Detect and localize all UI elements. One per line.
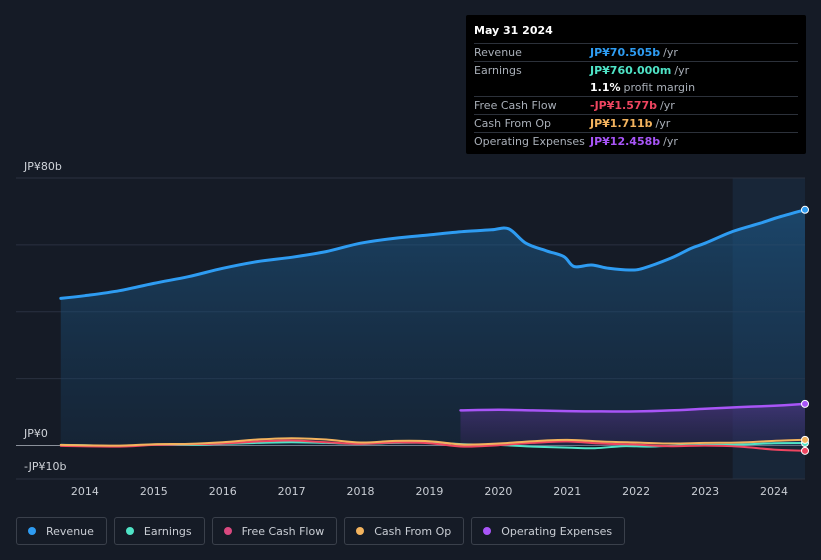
x-tick-label: 2017 (278, 485, 306, 498)
free-cash-flow-end-marker (801, 446, 809, 455)
x-tick-label: 2014 (71, 485, 99, 498)
y-label-zero: JP¥0 (23, 427, 48, 440)
tooltip-unit: /yr (674, 64, 690, 77)
tooltip-unit: /yr (660, 99, 675, 112)
x-tick-label: 2022 (622, 485, 650, 498)
tooltip-value: JP¥70.505b (590, 46, 661, 59)
tooltip-label: Cash From Op (474, 117, 552, 130)
tooltip-row-profit-margin: 1.1% profit margin (474, 79, 798, 96)
legend-dot-icon (483, 527, 492, 535)
revenue-line (59, 208, 807, 300)
tooltip-row-earnings: Earnings JP¥760.000m /yr (474, 61, 798, 79)
legend-item-cash-from-op[interactable]: Cash From Op (344, 517, 465, 545)
legend-label: Free Cash Flow (241, 524, 325, 538)
x-tick-label: 2024 (760, 485, 788, 498)
series-lines (59, 208, 807, 452)
tooltip-value: -JP¥1.577b (590, 99, 658, 112)
legend-dot-icon (223, 527, 232, 535)
legend: Revenue Earnings Free Cash Flow Cash Fro… (16, 517, 632, 547)
tooltip-label: Revenue (474, 46, 522, 59)
y-label-top: JP¥80b (23, 160, 62, 173)
tooltip-unit: /yr (663, 135, 678, 148)
tooltip-value: 1.1% (590, 81, 621, 94)
tooltip-unit: /yr (655, 117, 671, 130)
legend-dot-icon (356, 527, 365, 535)
x-tick-label: 2018 (347, 485, 375, 498)
legend-label: Cash From Op (374, 524, 452, 538)
series-end-markers (801, 205, 809, 455)
x-tick-label: 2019 (415, 485, 443, 498)
tooltip-unit: /yr (663, 46, 678, 59)
cash-from-op-end-marker (801, 435, 809, 444)
tooltip-label: Operating Expenses (474, 135, 585, 148)
series-areas (60, 209, 806, 446)
y-axis: JP¥80b JP¥0 -JP¥10b (23, 160, 66, 473)
x-tick-label: 2020 (484, 485, 512, 498)
tooltip-row-operating-expenses: Operating Expenses JP¥12.458b /yr (474, 132, 798, 150)
tooltip-label: Earnings (474, 64, 522, 77)
legend-label: Revenue (46, 524, 94, 538)
tooltip: May 31 2024 Revenue JP¥70.505b /yr Earni… (466, 15, 806, 154)
x-tick-label: 2021 (553, 485, 581, 498)
y-label-bottom: -JP¥10b (24, 460, 66, 473)
x-tick-label: 2016 (209, 485, 237, 498)
legend-label: Operating Expenses (501, 524, 613, 538)
legend-dot-icon (28, 527, 36, 535)
operating-expenses-end-marker (801, 399, 809, 408)
tooltip-date: May 31 2024 (474, 24, 553, 37)
tooltip-value: JP¥1.711b (590, 117, 653, 130)
revenue-area (60, 209, 806, 446)
legend-item-free-cash-flow[interactable]: Free Cash Flow (211, 517, 338, 545)
operating-expenses-line (459, 402, 807, 413)
tooltip-row-cash-from-op: Cash From Op JP¥1.711b /yr (474, 114, 798, 132)
legend-dot-icon (125, 527, 134, 535)
tooltip-value: JP¥760.000m (590, 64, 672, 77)
revenue-end-marker (801, 205, 809, 214)
x-tick-label: 2023 (691, 485, 719, 498)
x-tick-label: 2015 (140, 485, 168, 498)
legend-item-operating-expenses[interactable]: Operating Expenses (471, 517, 626, 545)
x-axis: 2014 2015 2016 2017 2018 2019 2020 2021 2022 2023… (71, 485, 788, 498)
cash-from-op-line (59, 437, 806, 447)
tooltip-row-free-cash-flow: Free Cash Flow -JP¥1.577b /yr (474, 96, 798, 114)
operating-expenses-area (460, 403, 805, 446)
legend-item-revenue[interactable]: Revenue (16, 517, 107, 545)
tooltip-value: JP¥12.458b (590, 135, 661, 148)
legend-label: Earnings (143, 524, 192, 538)
tooltip-label: Free Cash Flow (474, 99, 557, 112)
tooltip-row-revenue: Revenue JP¥70.505b /yr (474, 43, 798, 61)
legend-item-earnings[interactable]: Earnings (113, 517, 205, 545)
tooltip-unit: profit margin (623, 81, 696, 94)
